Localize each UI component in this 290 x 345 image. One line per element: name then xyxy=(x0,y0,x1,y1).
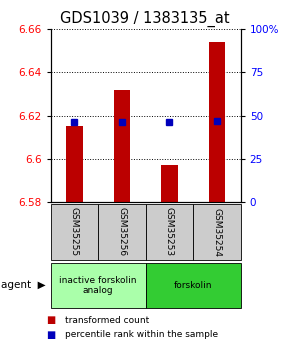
Bar xyxy=(161,165,178,202)
Text: ■: ■ xyxy=(46,330,56,339)
Text: ■: ■ xyxy=(46,315,56,325)
Text: GSM35256: GSM35256 xyxy=(117,207,126,257)
Text: GDS1039 / 1383135_at: GDS1039 / 1383135_at xyxy=(60,10,230,27)
Bar xyxy=(209,42,225,202)
Text: percentile rank within the sample: percentile rank within the sample xyxy=(65,330,218,339)
Text: inactive forskolin
analog: inactive forskolin analog xyxy=(59,276,137,295)
Text: transformed count: transformed count xyxy=(65,316,150,325)
Text: forskolin: forskolin xyxy=(174,281,213,290)
Text: GSM35255: GSM35255 xyxy=(70,207,79,257)
Text: agent  ▶: agent ▶ xyxy=(1,280,46,290)
Text: GSM35253: GSM35253 xyxy=(165,207,174,257)
Bar xyxy=(66,126,83,202)
Text: GSM35254: GSM35254 xyxy=(213,207,222,257)
Bar xyxy=(114,90,130,202)
